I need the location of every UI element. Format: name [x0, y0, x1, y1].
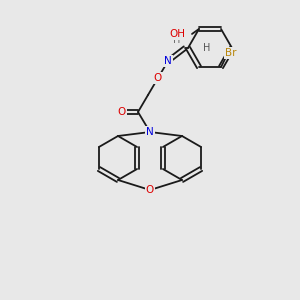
Text: N: N	[146, 127, 154, 137]
Text: O: O	[154, 73, 162, 83]
Text: H: H	[203, 43, 211, 53]
Text: N: N	[164, 56, 172, 66]
Text: Br: Br	[225, 48, 237, 58]
Text: O: O	[146, 185, 154, 195]
Text: OH: OH	[169, 29, 185, 39]
Text: H: H	[173, 35, 181, 45]
Text: O: O	[118, 107, 126, 117]
